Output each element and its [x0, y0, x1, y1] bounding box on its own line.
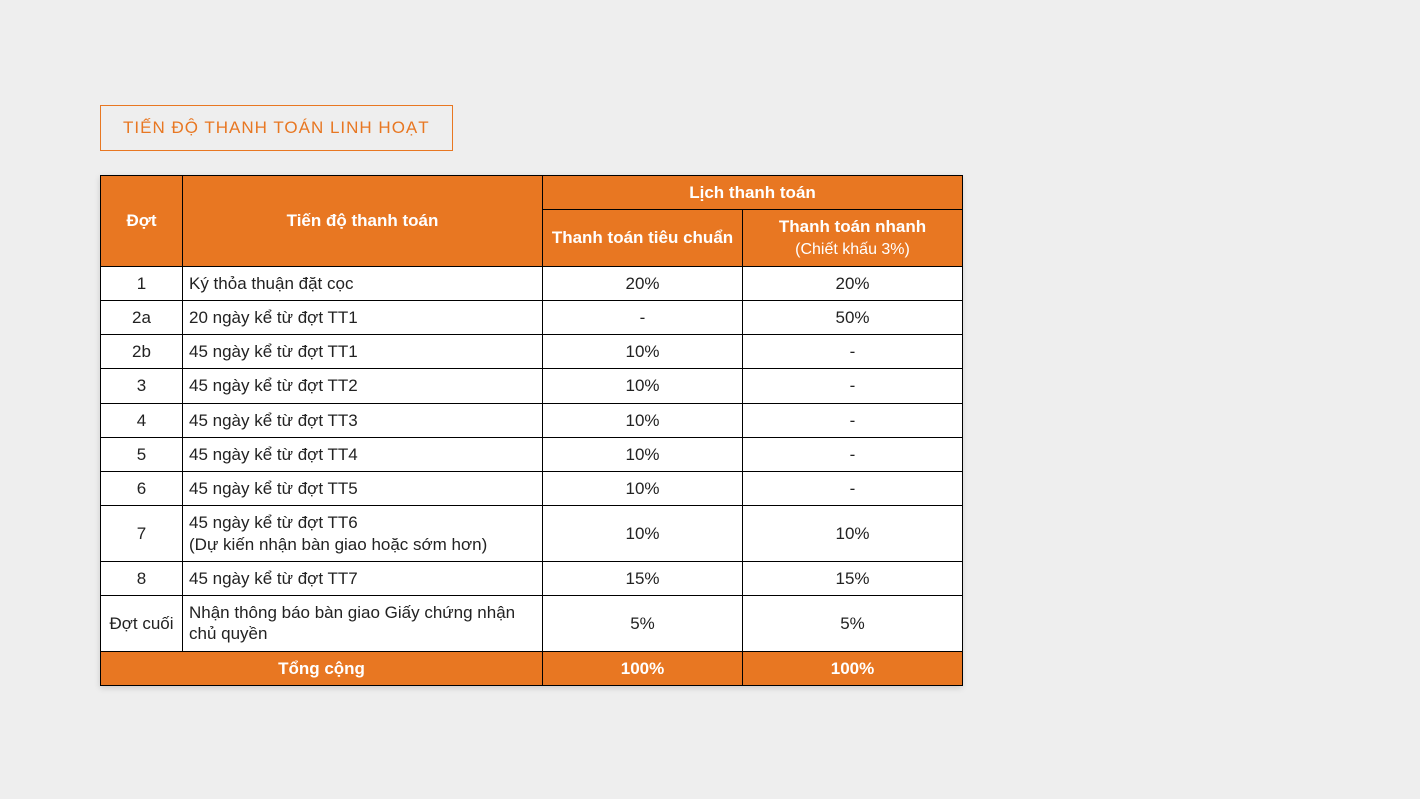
cell-standard: 10% [543, 472, 743, 506]
col-header-standard: Thanh toán tiêu chuẩn [543, 210, 743, 266]
table-row: 745 ngày kể từ đợt TT6(Dự kiến nhận bàn … [101, 506, 963, 562]
cell-desc: 20 ngày kể từ đợt TT1 [183, 300, 543, 334]
table-row: 845 ngày kể từ đợt TT715%15% [101, 561, 963, 595]
cell-total-fast: 100% [743, 651, 963, 685]
col-header-fast-line1: Thanh toán nhanh [779, 217, 926, 236]
col-header-dot: Đợt [101, 176, 183, 267]
cell-desc: 45 ngày kể từ đợt TT2 [183, 369, 543, 403]
table-row: 545 ngày kể từ đợt TT410%- [101, 437, 963, 471]
cell-standard: 5% [543, 596, 743, 652]
table-row: 2b45 ngày kể từ đợt TT110%- [101, 335, 963, 369]
table-row: 445 ngày kể từ đợt TT310%- [101, 403, 963, 437]
payment-schedule-card: Đợt Tiến độ thanh toán Lịch thanh toán T… [100, 175, 962, 686]
cell-dot: 8 [101, 561, 183, 595]
cell-desc: 45 ngày kể từ đợt TT1 [183, 335, 543, 369]
cell-dot: 5 [101, 437, 183, 471]
cell-fast: 10% [743, 506, 963, 562]
section-title: TIẾN ĐỘ THANH TOÁN LINH HOẠT [100, 105, 453, 151]
table-row: 645 ngày kể từ đợt TT510%- [101, 472, 963, 506]
cell-dot: 1 [101, 266, 183, 300]
cell-fast: - [743, 472, 963, 506]
cell-dot: 2a [101, 300, 183, 334]
cell-desc: Nhận thông báo bàn giao Giấy chứng nhận … [183, 596, 543, 652]
cell-desc: 45 ngày kể từ đợt TT5 [183, 472, 543, 506]
cell-fast: 5% [743, 596, 963, 652]
cell-standard: 10% [543, 437, 743, 471]
cell-dot: 6 [101, 472, 183, 506]
table-row: 345 ngày kể từ đợt TT210%- [101, 369, 963, 403]
table-body: 1Ký thỏa thuận đặt cọc20%20%2a20 ngày kể… [101, 266, 963, 685]
cell-fast: 15% [743, 561, 963, 595]
cell-standard: 10% [543, 403, 743, 437]
cell-standard: - [543, 300, 743, 334]
cell-fast: - [743, 403, 963, 437]
cell-dot: 2b [101, 335, 183, 369]
table-header: Đợt Tiến độ thanh toán Lịch thanh toán T… [101, 176, 963, 267]
col-header-fast-line2: (Chiết khấu 3%) [795, 241, 910, 258]
cell-fast: 20% [743, 266, 963, 300]
col-header-fast: Thanh toán nhanh (Chiết khấu 3%) [743, 210, 963, 266]
cell-dot: 3 [101, 369, 183, 403]
table-row: 1Ký thỏa thuận đặt cọc20%20% [101, 266, 963, 300]
cell-desc: Ký thỏa thuận đặt cọc [183, 266, 543, 300]
cell-standard: 10% [543, 506, 743, 562]
cell-desc: 45 ngày kể từ đợt TT3 [183, 403, 543, 437]
cell-standard: 10% [543, 369, 743, 403]
page: TIẾN ĐỘ THANH TOÁN LINH HOẠT Đợt Tiến độ… [0, 0, 1420, 799]
cell-dot: 7 [101, 506, 183, 562]
cell-desc: 45 ngày kể từ đợt TT6(Dự kiến nhận bàn g… [183, 506, 543, 562]
cell-standard: 20% [543, 266, 743, 300]
cell-desc: 45 ngày kể từ đợt TT4 [183, 437, 543, 471]
col-header-schedule-group: Lịch thanh toán [543, 176, 963, 210]
table-row: Đợt cuốiNhận thông báo bàn giao Giấy chứ… [101, 596, 963, 652]
cell-fast: - [743, 335, 963, 369]
cell-total-label: Tổng cộng [101, 651, 543, 685]
table-row: 2a20 ngày kể từ đợt TT1-50% [101, 300, 963, 334]
cell-fast: 50% [743, 300, 963, 334]
cell-desc: 45 ngày kể từ đợt TT7 [183, 561, 543, 595]
cell-standard: 10% [543, 335, 743, 369]
cell-fast: - [743, 437, 963, 471]
cell-fast: - [743, 369, 963, 403]
cell-standard: 15% [543, 561, 743, 595]
payment-schedule-table: Đợt Tiến độ thanh toán Lịch thanh toán T… [100, 175, 963, 686]
cell-total-standard: 100% [543, 651, 743, 685]
col-header-progress: Tiến độ thanh toán [183, 176, 543, 267]
cell-dot: Đợt cuối [101, 596, 183, 652]
cell-dot: 4 [101, 403, 183, 437]
table-total-row: Tổng cộng100%100% [101, 651, 963, 685]
